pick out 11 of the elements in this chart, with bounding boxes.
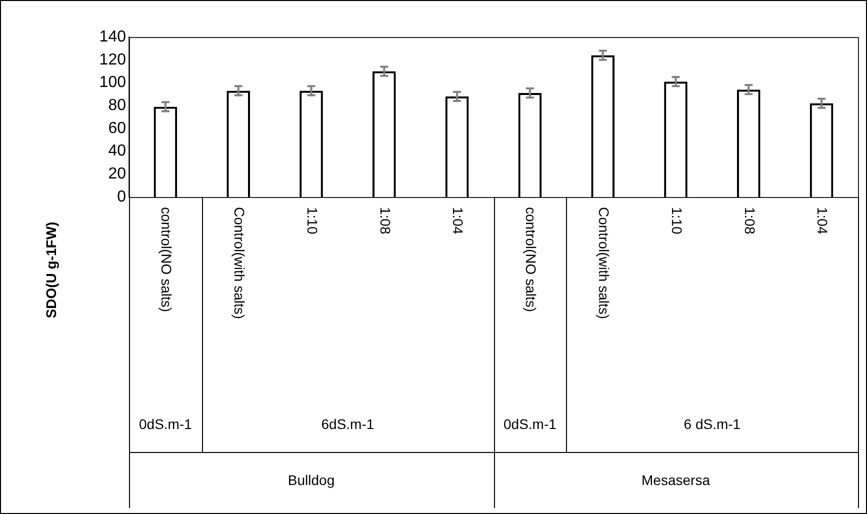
- text: Bulldog: [288, 472, 335, 488]
- y-tick-label: 60: [108, 120, 126, 137]
- y-tick-label: 80: [108, 96, 126, 114]
- y-tick-label: 40: [108, 142, 126, 160]
- text: Mesasersa: [642, 472, 710, 488]
- y-tick-label: 120: [99, 51, 126, 68]
- y-tick-label: 20: [108, 166, 126, 183]
- y-tick-label: 0: [117, 188, 126, 206]
- y-axis-title: SDO(U g-1FW): [42, 222, 59, 318]
- y-tick-label: 140: [99, 28, 126, 46]
- y-tick-label: 100: [99, 74, 126, 92]
